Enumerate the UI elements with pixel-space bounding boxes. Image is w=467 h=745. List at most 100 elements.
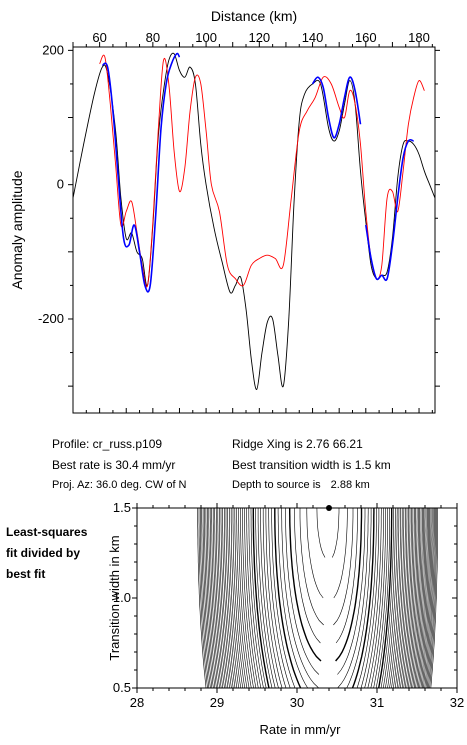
contour-line <box>429 508 437 688</box>
contour-line <box>383 508 396 688</box>
contour-line <box>335 508 358 644</box>
y-tick-label: 0 <box>57 177 64 192</box>
contour-line <box>232 508 246 688</box>
contour-line <box>217 508 229 688</box>
contour-line <box>333 508 354 626</box>
x-tick-label: 32 <box>450 695 464 710</box>
anomaly-profile-chart: Distance (km) Anomaly amplitude 60 80 100 1… <box>9 8 440 414</box>
contour-line <box>306 508 324 599</box>
contour-line <box>332 508 340 558</box>
contour-line <box>416 508 426 688</box>
contour-line <box>200 508 210 688</box>
contour-line <box>385 508 398 688</box>
side-label-line: best fit <box>6 567 46 581</box>
contour-line <box>413 508 423 688</box>
x-tick-label: 160 <box>355 30 377 45</box>
contour-line <box>198 508 208 688</box>
contour-line <box>356 508 377 688</box>
contour-line <box>271 508 296 688</box>
contour-line <box>229 508 242 688</box>
x-tick-label: 180 <box>408 30 430 45</box>
contour-line <box>214 508 225 688</box>
contour-line <box>351 508 375 688</box>
contour-line <box>255 508 273 688</box>
contour-line <box>285 508 320 675</box>
contour-line <box>406 508 416 688</box>
contour-line <box>265 508 287 688</box>
contour-line <box>337 508 369 688</box>
contour-line <box>224 508 236 688</box>
contour-line <box>250 508 267 688</box>
best-width-label: Best transition width is 1.5 km <box>232 458 391 472</box>
top-xlabel: Distance (km) <box>211 8 297 24</box>
bottom-xlabel: Rate in mm/yr <box>260 722 342 737</box>
x-tick-label: 120 <box>248 30 270 45</box>
contour-line <box>394 508 406 688</box>
contour-line <box>230 508 244 688</box>
contour-line <box>393 508 405 688</box>
contour-line <box>212 508 224 688</box>
contour-line <box>415 508 424 688</box>
contour-line <box>412 508 422 688</box>
misfit-contour-chart: 28 29 30 31 32 0.5 1.0 1.5 Rate in mm/yr Transi… <box>107 500 464 737</box>
depth-label: Depth to source is 2.88 km <box>232 479 370 491</box>
contour-line <box>225 508 238 688</box>
contour-line <box>387 508 400 688</box>
x-tick-label: 60 <box>92 30 106 45</box>
contour-line <box>299 508 324 626</box>
contour-line <box>418 508 427 688</box>
contour-line <box>430 508 438 688</box>
profile-label: Profile: cr_russ.p109 <box>52 437 163 451</box>
y-tick-label: 1.5 <box>113 500 131 515</box>
contour-line <box>244 508 259 688</box>
contour-line <box>424 508 433 688</box>
x-tick-label: 30 <box>290 695 304 710</box>
contour-line <box>419 508 428 688</box>
contour-line <box>248 508 264 688</box>
contour-line <box>201 508 211 688</box>
contour-line <box>364 508 382 688</box>
contour-line <box>389 508 401 688</box>
contour-line <box>375 508 390 688</box>
side-label-line: fit divided by <box>6 546 81 560</box>
contour-line <box>252 508 270 688</box>
bottom-plot-frame <box>136 507 458 689</box>
contour-line <box>401 508 412 688</box>
contour-line <box>423 508 432 688</box>
contour-line <box>268 508 291 688</box>
contour-line <box>234 508 248 688</box>
contour-line <box>219 508 230 688</box>
contour-line <box>242 508 257 688</box>
best-fit-marker <box>326 505 332 511</box>
contour-line <box>398 508 409 688</box>
contour-line <box>380 508 394 688</box>
contour-line <box>208 508 219 688</box>
contour-line <box>197 508 207 688</box>
contour-line <box>411 508 420 688</box>
contour-line <box>262 508 283 688</box>
best-rate-label: Best rate is 30.4 mm/yr <box>52 458 176 472</box>
contour-line <box>207 508 217 688</box>
y-tick-label: 1.0 <box>113 590 131 605</box>
contour-line <box>260 508 279 688</box>
model-line <box>99 54 425 288</box>
contour-line <box>222 508 234 688</box>
contour-line <box>391 508 403 688</box>
bottom-ylabel: Transition width in km <box>107 535 122 660</box>
contour-line <box>403 508 414 688</box>
contour-line <box>400 508 411 688</box>
y-tick-label: -200 <box>38 311 64 326</box>
contour-line <box>428 508 436 688</box>
contour-line <box>335 508 363 662</box>
fit_window-line <box>311 76 362 139</box>
contour-line <box>236 508 250 688</box>
side-label-line: Least-squares <box>6 525 88 539</box>
fit_window-line <box>365 138 414 282</box>
depth-value: 2.88 km <box>330 479 370 491</box>
contour-line <box>370 508 386 688</box>
contour-line <box>426 508 435 688</box>
contour-line <box>274 508 302 688</box>
x-tick-label: 140 <box>302 30 324 45</box>
contour-line <box>421 508 430 688</box>
contour-line <box>373 508 388 688</box>
